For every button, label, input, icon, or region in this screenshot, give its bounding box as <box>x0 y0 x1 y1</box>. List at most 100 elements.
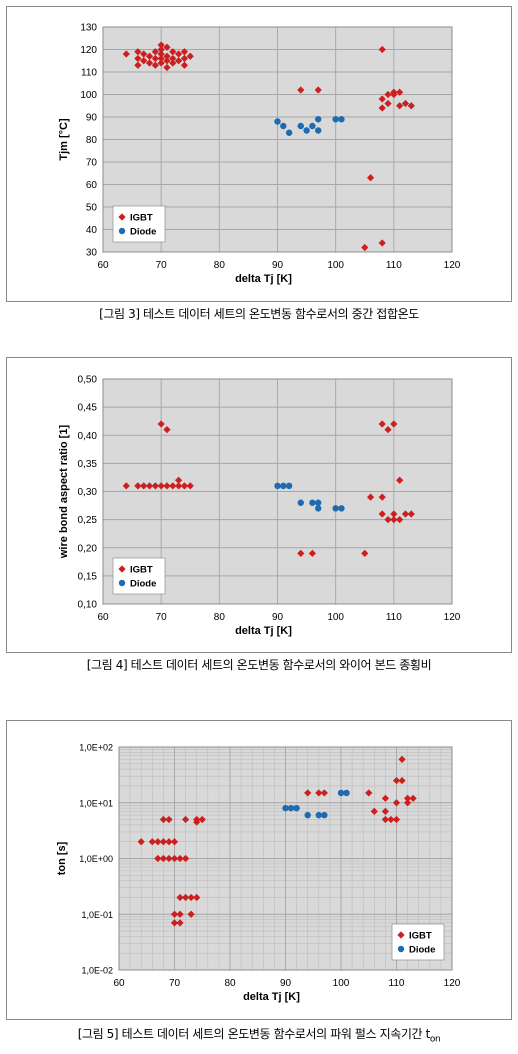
x-axis-title: delta Tj [K] <box>235 625 292 637</box>
legend-label: Diode <box>130 227 156 238</box>
data-point-igbt <box>390 516 398 524</box>
data-point-igbt <box>366 174 375 182</box>
legend-igbt-marker <box>118 213 126 221</box>
data-point-igbt <box>384 516 392 524</box>
data-point-igbt <box>378 493 386 501</box>
x-tick-label: 110 <box>386 260 402 271</box>
data-point-igbt <box>140 57 148 65</box>
x-tick-label: 90 <box>280 978 292 989</box>
data-point-diode <box>287 804 295 812</box>
y-tick-label: 1,0E+01 <box>79 798 113 808</box>
data-point-igbt <box>308 549 316 557</box>
x-tick-label: 60 <box>113 978 125 989</box>
data-point-diode <box>337 789 345 797</box>
data-point-igbt <box>407 510 415 518</box>
y-tick-label: 90 <box>86 113 98 124</box>
x-axis-title: delta Tj [K] <box>243 991 300 1003</box>
data-point-igbt <box>366 493 375 501</box>
y-tick-label: 1,0E+00 <box>79 854 113 864</box>
data-point-igbt <box>145 59 154 67</box>
data-point-igbt <box>198 815 206 824</box>
legend-diode-marker <box>397 945 405 953</box>
legend-box <box>391 923 445 961</box>
caption-3: [그림 5] 테스트 데이터 세트의 온도변동 함수로서의 파워 펄스 지속기간… <box>0 1025 518 1044</box>
data-point-igbt <box>297 549 305 557</box>
data-point-diode <box>282 804 289 812</box>
data-point-igbt <box>163 482 171 490</box>
x-tick-label: 70 <box>169 978 181 989</box>
data-point-igbt <box>396 102 404 110</box>
data-point-igbt <box>409 794 417 802</box>
data-point-igbt <box>175 482 183 490</box>
data-point-igbt <box>175 476 183 484</box>
legend-igbt-marker <box>397 931 405 939</box>
legend-box <box>112 557 166 595</box>
data-point-igbt <box>176 854 184 863</box>
x-tick-label: 120 <box>444 612 461 623</box>
caption-1: [그림 3] 테스트 데이터 세트의 온도변동 함수로서의 중간 접합온도 <box>0 305 518 322</box>
data-point-igbt <box>396 476 404 484</box>
y-tick-label: 30 <box>86 248 98 259</box>
y-tick-label: 1,0E-02 <box>81 966 113 976</box>
legend-diode-marker <box>118 579 126 587</box>
y-tick-label: 0,50 <box>78 375 98 386</box>
data-point-igbt <box>165 815 173 824</box>
y-tick-label: 0,45 <box>78 403 98 414</box>
data-point-igbt <box>390 420 398 428</box>
data-point-igbt <box>175 57 183 65</box>
data-point-igbt <box>163 63 171 72</box>
data-point-igbt <box>165 838 173 846</box>
data-point-igbt <box>392 799 401 807</box>
legend-label: Diode <box>409 945 435 956</box>
data-point-diode <box>338 116 345 123</box>
data-point-igbt <box>163 52 171 60</box>
chart-tjm: 60 70 80 90 100 110 120 30 40 50 60 70 80 90 100 110 120… <box>58 23 461 286</box>
data-point-igbt <box>137 838 145 846</box>
data-point-igbt <box>148 838 156 846</box>
data-point-igbt <box>314 86 322 94</box>
data-point-igbt <box>378 420 386 428</box>
x-tick-label: 100 <box>327 612 344 623</box>
y-tick-label: 1,0E-01 <box>81 910 113 920</box>
data-point-diode <box>321 811 328 819</box>
legend-diode-marker <box>118 227 126 235</box>
data-point-diode <box>285 482 293 490</box>
y-tick-label: 0,30 <box>78 487 98 498</box>
data-point-igbt <box>140 482 148 490</box>
legend-box <box>112 205 166 243</box>
caption-2: [그림 4] 테스트 데이터 세트의 온도변동 함수로서의 와이어 본드 종횡비 <box>0 656 518 673</box>
data-point-igbt <box>169 48 177 56</box>
data-point-igbt <box>151 54 159 63</box>
data-point-igbt <box>378 239 386 247</box>
data-point-diode <box>280 482 287 490</box>
legend: IGBT Diode <box>391 923 445 961</box>
x-tick-label: 70 <box>156 260 168 271</box>
data-point-igbt <box>134 482 142 490</box>
data-point-igbt <box>169 482 177 490</box>
data-point-igbt <box>157 54 165 63</box>
y-tick-label: 100 <box>80 90 97 101</box>
data-point-igbt <box>186 482 194 490</box>
data-point-igbt <box>170 854 179 863</box>
plot-border <box>118 746 453 971</box>
data-point-igbt <box>140 50 148 58</box>
data-point-diode <box>297 499 304 506</box>
legend: IGBT Diode <box>112 557 166 595</box>
legend-igbt-marker <box>118 565 126 573</box>
x-tick-label: 60 <box>97 260 109 271</box>
x-tick-label: 80 <box>214 612 226 623</box>
data-point-diode <box>309 122 316 130</box>
data-point-igbt <box>157 420 165 428</box>
caption-subscript: on <box>429 1034 441 1045</box>
x-tick-label: 80 <box>214 260 226 271</box>
legend-label: IGBT <box>409 931 432 942</box>
data-point-igbt <box>157 59 165 67</box>
data-point-diode <box>285 129 293 136</box>
data-point-diode <box>315 116 322 123</box>
data-point-igbt <box>176 910 184 918</box>
data-point-igbt <box>175 50 183 58</box>
y-tick-label: 120 <box>80 45 97 56</box>
data-point-igbt <box>159 815 167 824</box>
data-point-diode <box>332 116 339 123</box>
caption-text: [그림 3] 테스트 데이터 세트의 온도변동 함수로서의 중간 접합온도 <box>99 307 419 321</box>
